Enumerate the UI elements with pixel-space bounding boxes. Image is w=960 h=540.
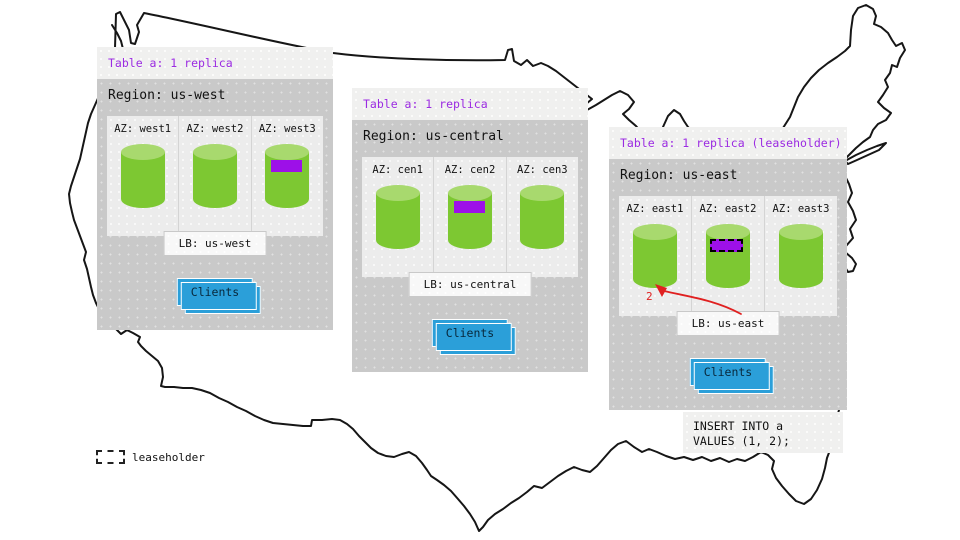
az-cell-east2: AZ: east2	[691, 196, 764, 316]
load-balancer-box: LB: us-west	[163, 231, 267, 256]
leaseholder-legend-label: leaseholder	[132, 450, 205, 464]
region-body: Region: us-west AZ: west1 AZ: west2 AZ: …	[97, 79, 333, 330]
clients-box: Clients	[689, 358, 767, 386]
leaseholder-swatch-icon	[96, 450, 125, 464]
database-node-cylinder	[120, 144, 165, 208]
database-node-cylinder	[633, 224, 677, 288]
database-node-cylinder	[706, 224, 750, 288]
region-body: Region: us-east AZ: east1 AZ: east2 AZ: …	[609, 159, 847, 410]
az-cell-cen3: AZ: cen3	[505, 157, 578, 277]
database-node-cylinder	[192, 144, 237, 208]
az-cell-west2: AZ: west2	[178, 116, 250, 236]
database-node-cylinder	[779, 224, 823, 288]
az-container: AZ: cen1 AZ: cen2 AZ: cen3	[362, 157, 578, 277]
region-panel-us-east: Table a: 1 replica (leaseholder) Region:…	[609, 127, 847, 410]
table-replica-header: Table a: 1 replica	[352, 88, 588, 120]
leaseholder-range-marker	[710, 239, 743, 252]
az-cell-east3: AZ: east3	[764, 196, 837, 316]
puget-sound-line	[111, 24, 124, 50]
insert-line-1: INSERT INTO a	[693, 419, 784, 433]
clients-box: Clients	[176, 278, 254, 306]
replica-range-marker	[453, 201, 485, 213]
region-title: Region: us-west	[108, 88, 226, 103]
database-node-cylinder	[265, 144, 310, 208]
az-cell-cen1: AZ: cen1	[362, 157, 433, 277]
database-node-cylinder	[447, 185, 492, 249]
insert-statement-note: INSERT INTO a VALUES (1, 2);	[683, 412, 843, 453]
insert-line-2: VALUES (1, 2);	[693, 434, 790, 448]
az-cell-west3: AZ: west3	[250, 116, 323, 236]
az-cell-cen2: AZ: cen2	[433, 157, 505, 277]
region-title: Region: us-east	[620, 168, 738, 183]
replica-range-marker	[271, 160, 303, 172]
arrow-step-number: 2	[646, 290, 653, 303]
table-replica-leaseholder-header: Table a: 1 replica (leaseholder)	[609, 127, 847, 159]
region-body: Region: us-central AZ: cen1 AZ: cen2 AZ:…	[352, 120, 588, 372]
leaseholder-legend: leaseholder	[96, 450, 205, 464]
az-container: AZ: west1 AZ: west2 AZ: west3	[107, 116, 323, 236]
az-cell-west1: AZ: west1	[107, 116, 178, 236]
database-node-cylinder	[520, 185, 565, 249]
long-island-outline	[844, 142, 887, 165]
load-balancer-box: LB: us-east	[676, 311, 780, 336]
table-replica-header: Table a: 1 replica	[97, 47, 333, 79]
load-balancer-box: LB: us-central	[408, 272, 532, 297]
az-cell-east1: AZ: east1	[619, 196, 691, 316]
region-panel-us-west: Table a: 1 replica Region: us-west AZ: w…	[97, 47, 333, 330]
region-title: Region: us-central	[363, 129, 504, 144]
az-container: AZ: east1 AZ: east2 AZ: east3	[619, 196, 837, 316]
region-panel-us-central: Table a: 1 replica Region: us-central AZ…	[352, 88, 588, 372]
clients-box: Clients	[431, 319, 509, 347]
database-node-cylinder	[375, 185, 420, 249]
